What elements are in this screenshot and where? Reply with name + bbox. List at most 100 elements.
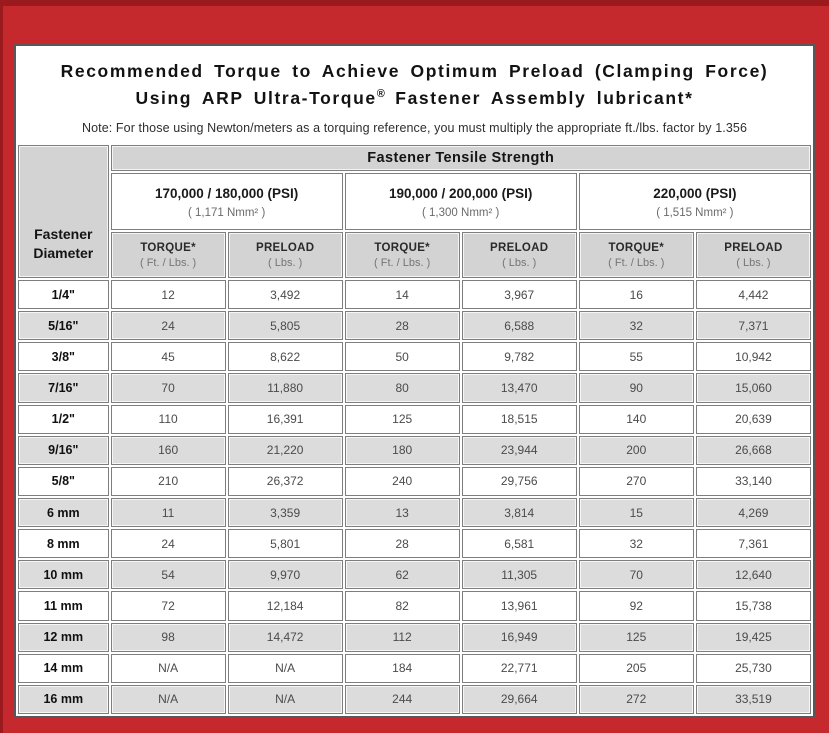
preload-value-cell: 3,967	[461, 280, 577, 310]
diameter-cell: 7/16"	[18, 373, 109, 403]
torque-value-cell: 28	[344, 311, 460, 341]
preload-value-cell: 12,640	[695, 560, 811, 590]
torque-column-header: TORQUE* ( Ft. / Lbs. )	[110, 232, 226, 278]
table-row: 6 mm 11 3,359 13 3,814 15 4,269	[18, 497, 811, 528]
torque-value-cell: 270	[578, 466, 694, 496]
torque-value-cell: 12	[110, 280, 226, 310]
title-line-2: Using ARP Ultra-Torque® Fastener Assembl…	[135, 88, 694, 108]
torque-value-cell: 32	[578, 311, 694, 341]
registered-trademark-symbol: ®	[376, 88, 385, 101]
diameter-cell: 1/4"	[18, 280, 109, 310]
torque-value-cell: 45	[110, 342, 226, 372]
preload-value-cell: 7,371	[695, 311, 811, 341]
table-row: 16 mm N/A N/A 244 29,664 272 33,519	[18, 684, 811, 714]
page-title: Recommended Torque to Achieve Optimum Pr…	[61, 58, 769, 112]
preload-value-cell: 4,442	[695, 280, 811, 310]
preload-value-cell: 22,771	[461, 653, 577, 683]
torque-value-cell: 24	[110, 311, 226, 341]
psi-group-1-header: 170,000 / 180,000 (PSI) ( 1,171 Nmm² )	[110, 173, 343, 230]
fastener-diameter-header: Fastener Diameter	[18, 145, 109, 278]
preload-value-cell: 29,756	[461, 466, 577, 496]
torque-value-cell: 112	[344, 622, 460, 652]
table-row: 12 mm 98 14,472 112 16,949 125 19,425	[18, 622, 811, 652]
torque-value-cell: 125	[344, 404, 460, 434]
tensile-strength-header: Fastener Tensile Strength	[110, 145, 811, 171]
preload-value-cell: 3,359	[227, 497, 343, 528]
torque-value-cell: 11	[110, 497, 226, 528]
diameter-cell: 1/2"	[18, 404, 109, 434]
preload-value-cell: 26,668	[695, 435, 811, 465]
preload-value-cell: 9,782	[461, 342, 577, 372]
diameter-cell: 6 mm	[18, 497, 109, 528]
preload-value-cell: 12,184	[227, 591, 343, 621]
preload-column-header: PRELOAD ( Lbs. )	[695, 232, 811, 278]
torque-value-cell: 240	[344, 466, 460, 496]
torque-value-cell: 15	[578, 497, 694, 528]
table-row: 7/16" 70 11,880 80 13,470 90 15,060	[18, 373, 811, 403]
torque-value-cell: 180	[344, 435, 460, 465]
torque-value-cell: 205	[578, 653, 694, 683]
torque-value-cell: 50	[344, 342, 460, 372]
tensile-header-row: Fastener Diameter Fastener Tensile Streng…	[18, 145, 811, 278]
torque-value-cell: 82	[344, 591, 460, 621]
torque-value-cell: 184	[344, 653, 460, 683]
preload-value-cell: 21,220	[227, 435, 343, 465]
diameter-cell: 10 mm	[18, 560, 109, 590]
torque-value-cell: 70	[110, 373, 226, 403]
preload-value-cell: 16,391	[227, 404, 343, 434]
torque-value-cell: 16	[578, 280, 694, 310]
torque-column-header: TORQUE* ( Ft. / Lbs. )	[344, 232, 460, 278]
preload-value-cell: 19,425	[695, 622, 811, 652]
content-card: Recommended Torque to Achieve Optimum Pr…	[14, 44, 815, 718]
preload-value-cell: 26,372	[227, 466, 343, 496]
table-row: 14 mm N/A N/A 184 22,771 205 25,730	[18, 653, 811, 683]
torque-value-cell: 54	[110, 560, 226, 590]
torque-value-cell: 32	[578, 529, 694, 559]
torque-value-cell: 80	[344, 373, 460, 403]
diameter-cell: 12 mm	[18, 622, 109, 652]
preload-value-cell: 20,639	[695, 404, 811, 434]
preload-value-cell: 3,492	[227, 280, 343, 310]
preload-value-cell: N/A	[227, 653, 343, 683]
preload-value-cell: 14,472	[227, 622, 343, 652]
preload-value-cell: 11,880	[227, 373, 343, 403]
torque-value-cell: 28	[344, 529, 460, 559]
torque-value-cell: 24	[110, 529, 226, 559]
torque-value-cell: 13	[344, 497, 460, 528]
torque-value-cell: 90	[578, 373, 694, 403]
diameter-cell: 9/16"	[18, 435, 109, 465]
torque-value-cell: 72	[110, 591, 226, 621]
torque-value-cell: 55	[578, 342, 694, 372]
preload-value-cell: 4,269	[695, 497, 811, 528]
diameter-cell: 11 mm	[18, 591, 109, 621]
preload-value-cell: 33,519	[695, 684, 811, 714]
torque-value-cell: 210	[110, 466, 226, 496]
torque-value-cell: 125	[578, 622, 694, 652]
table-row: 11 mm 72 12,184 82 13,961 92 15,738	[18, 591, 811, 621]
preload-value-cell: 13,470	[461, 373, 577, 403]
torque-value-cell: 70	[578, 560, 694, 590]
preload-value-cell: 33,140	[695, 466, 811, 496]
preload-value-cell: 9,970	[227, 560, 343, 590]
diameter-cell: 8 mm	[18, 529, 109, 559]
preload-value-cell: 23,944	[461, 435, 577, 465]
diameter-cell: 5/8"	[18, 466, 109, 496]
title-line-1: Recommended Torque to Achieve Optimum Pr…	[60, 60, 769, 81]
psi-group-3-header: 220,000 (PSI) ( 1,515 Nmm² )	[578, 173, 811, 230]
preload-value-cell: 5,805	[227, 311, 343, 341]
preload-value-cell: 13,961	[461, 591, 577, 621]
preload-value-cell: N/A	[227, 684, 343, 714]
torque-value-cell: 244	[344, 684, 460, 714]
psi-header-row: 170,000 / 180,000 (PSI) ( 1,171 Nmm² ) 1…	[18, 173, 811, 230]
column-header-row: TORQUE* ( Ft. / Lbs. ) PRELOAD ( Lbs. ) …	[18, 232, 811, 278]
torque-value-cell: 140	[578, 404, 694, 434]
torque-value-cell: 98	[110, 622, 226, 652]
torque-value-cell: 160	[110, 435, 226, 465]
torque-value-cell: 272	[578, 684, 694, 714]
preload-value-cell: 25,730	[695, 653, 811, 683]
table-row: 1/4" 12 3,492 14 3,967 16 4,442	[18, 280, 811, 310]
preload-value-cell: 6,581	[461, 529, 577, 559]
torque-table: Fastener Diameter Fastener Tensile Streng…	[16, 143, 813, 716]
table-row: 5/16" 24 5,805 28 6,588 32 7,371	[18, 311, 811, 341]
